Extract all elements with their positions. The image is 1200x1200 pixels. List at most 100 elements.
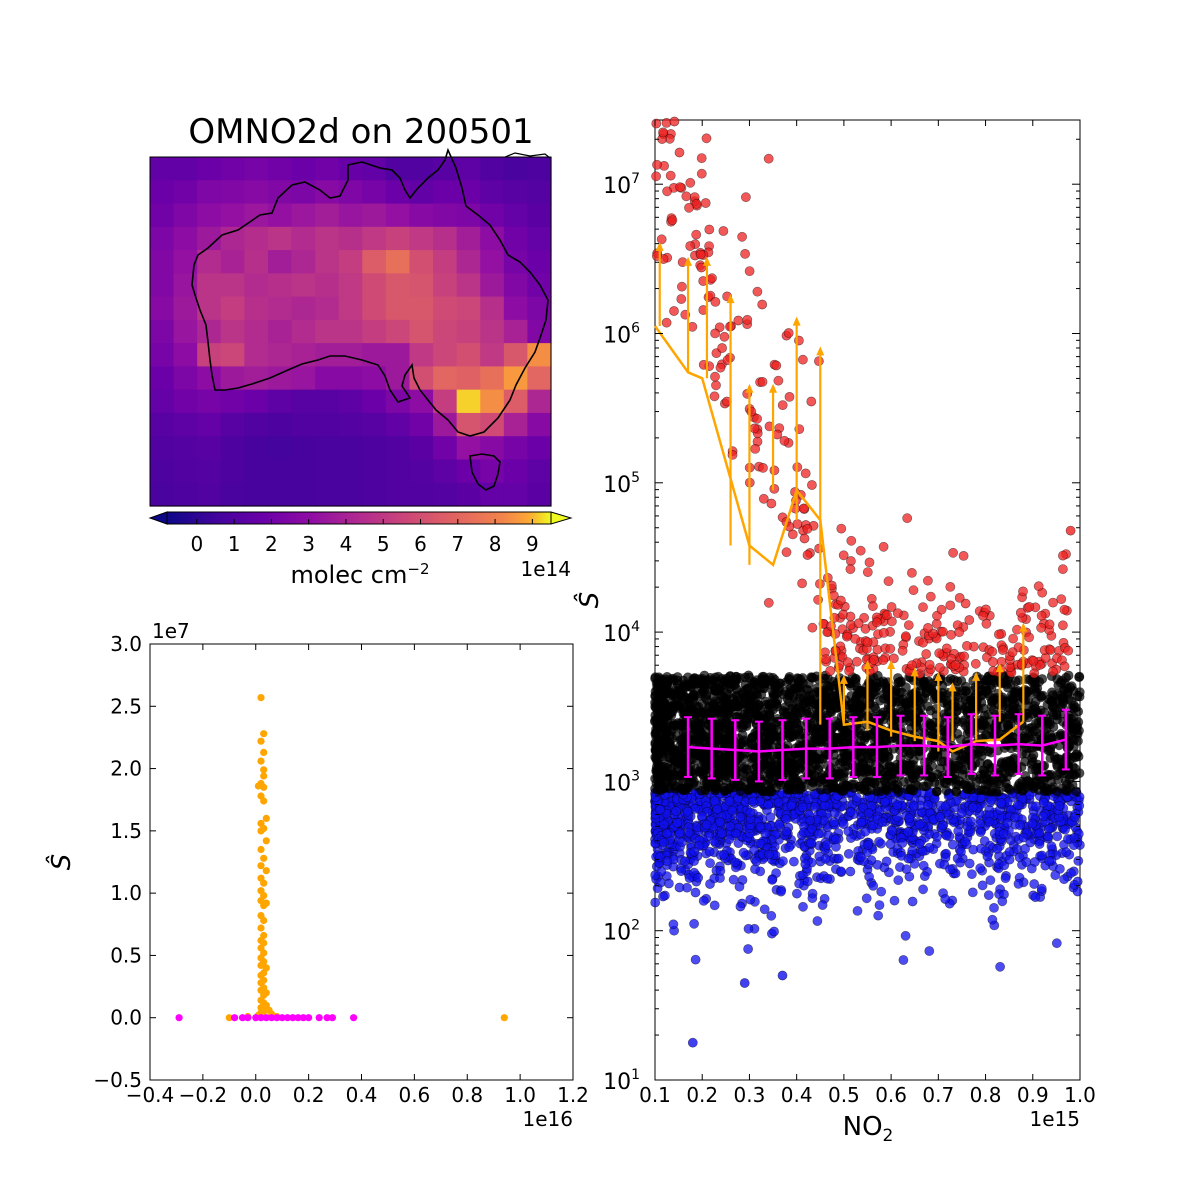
scatter-point — [794, 878, 804, 889]
scatter-point — [328, 1014, 336, 1022]
scatter-point — [739, 719, 749, 730]
heatmap-cell — [267, 226, 293, 251]
scatter-point — [840, 761, 851, 772]
scatter-point — [852, 656, 862, 667]
scatter-point — [690, 954, 701, 965]
scatter-point — [668, 919, 679, 930]
heatmap-cell — [409, 459, 434, 484]
scatter-point — [905, 716, 915, 727]
scatter-point — [831, 834, 841, 845]
scatter-point — [882, 610, 892, 621]
heatmap-cell — [150, 273, 175, 298]
scatter-point — [863, 840, 873, 850]
y-tick-label: 0.0 — [110, 1006, 142, 1030]
heatmap-cell — [409, 157, 434, 181]
scatter-point — [659, 819, 669, 830]
heatmap-cell — [480, 412, 505, 437]
heatmap-cell — [527, 436, 552, 461]
scatter-point — [763, 705, 774, 716]
scatter-point — [855, 852, 866, 862]
y-tick-label: 1.0 — [110, 881, 142, 905]
scatter-point — [1015, 820, 1025, 831]
scatter-point — [907, 660, 917, 670]
heatmap-cell — [503, 157, 529, 181]
scatter-point — [779, 435, 790, 446]
heatmap-cell — [315, 296, 340, 321]
scatter-point — [878, 655, 889, 666]
scatter-point — [1010, 686, 1021, 697]
heatmap-cell — [433, 226, 458, 251]
scatter-point — [728, 874, 739, 885]
heatmap-cell — [197, 250, 222, 274]
scatter-point — [956, 808, 967, 818]
heatmap-cell — [291, 482, 316, 507]
heatmap-cell — [527, 157, 552, 181]
heatmap-cell — [220, 343, 245, 367]
scatter-point — [940, 894, 951, 904]
orange-arrow-head — [769, 383, 778, 393]
heatmap-cell — [527, 180, 552, 205]
heatmap-cell — [291, 296, 316, 321]
scatter-point — [863, 808, 874, 818]
heatmap-cell — [527, 459, 552, 484]
scatter-point — [937, 820, 948, 831]
heatmap-cell — [409, 482, 434, 507]
scatter-point — [879, 689, 889, 700]
scatter-point — [1020, 844, 1030, 854]
heatmap-cell — [244, 180, 269, 205]
scatter-point — [273, 1014, 281, 1022]
heatmap-cell — [197, 389, 222, 414]
scatter-point — [656, 234, 667, 245]
scatter-point — [957, 717, 968, 728]
scatter-point — [1018, 586, 1028, 597]
scatter-point — [677, 281, 687, 292]
heatmap-cell — [315, 203, 340, 228]
scatter-point — [1015, 607, 1026, 618]
heatmap-cell — [385, 157, 411, 181]
scatter-point — [979, 836, 990, 846]
scatter-point — [885, 839, 896, 849]
heatmap-cell — [456, 296, 481, 321]
scatter-point — [874, 836, 884, 847]
heatmap-cell — [480, 343, 505, 367]
heatmap-cell — [433, 273, 458, 298]
scatter-point — [1069, 879, 1080, 890]
scatter-point — [260, 854, 268, 862]
scatter-point — [903, 853, 914, 864]
orange-arrow-head — [816, 346, 825, 356]
heatmap-cell — [173, 343, 198, 367]
scatter-point — [765, 769, 776, 780]
scatter-point — [918, 884, 928, 895]
scatter-point — [977, 685, 988, 696]
scatter-point — [746, 700, 757, 711]
scatter-point — [988, 657, 998, 667]
heatmap-cell — [150, 226, 175, 251]
heatmap-cell — [362, 482, 387, 507]
heatmap-cell — [338, 203, 363, 228]
heatmap-cell — [409, 296, 434, 321]
scatter-point — [735, 812, 746, 822]
heatmap-cell — [197, 180, 222, 205]
heatmap-cell — [173, 459, 198, 484]
heatmap-cell — [220, 273, 245, 298]
heatmap-cell — [197, 273, 222, 298]
colorbar-tick-label: 3 — [302, 532, 315, 556]
australia-coastline — [191, 147, 549, 437]
heatmap-cell — [244, 226, 269, 251]
y-tick-label: 1.5 — [110, 819, 142, 843]
scatter-point — [1001, 778, 1011, 788]
scatter-point — [759, 904, 770, 915]
scatter-point — [257, 694, 265, 702]
scatter-point — [805, 815, 816, 826]
scatter-point — [1000, 873, 1011, 884]
heatmap-cell — [244, 157, 269, 181]
heatmap-cell — [244, 436, 269, 461]
scatter-point — [945, 864, 955, 875]
heatmap-cell — [150, 319, 175, 344]
scatter-point — [792, 519, 803, 529]
scatter-point — [710, 296, 721, 307]
heatmap-cell — [244, 296, 269, 321]
scatter-point — [1048, 597, 1058, 608]
scatter-point — [996, 798, 1006, 808]
scatter-point — [693, 733, 704, 744]
